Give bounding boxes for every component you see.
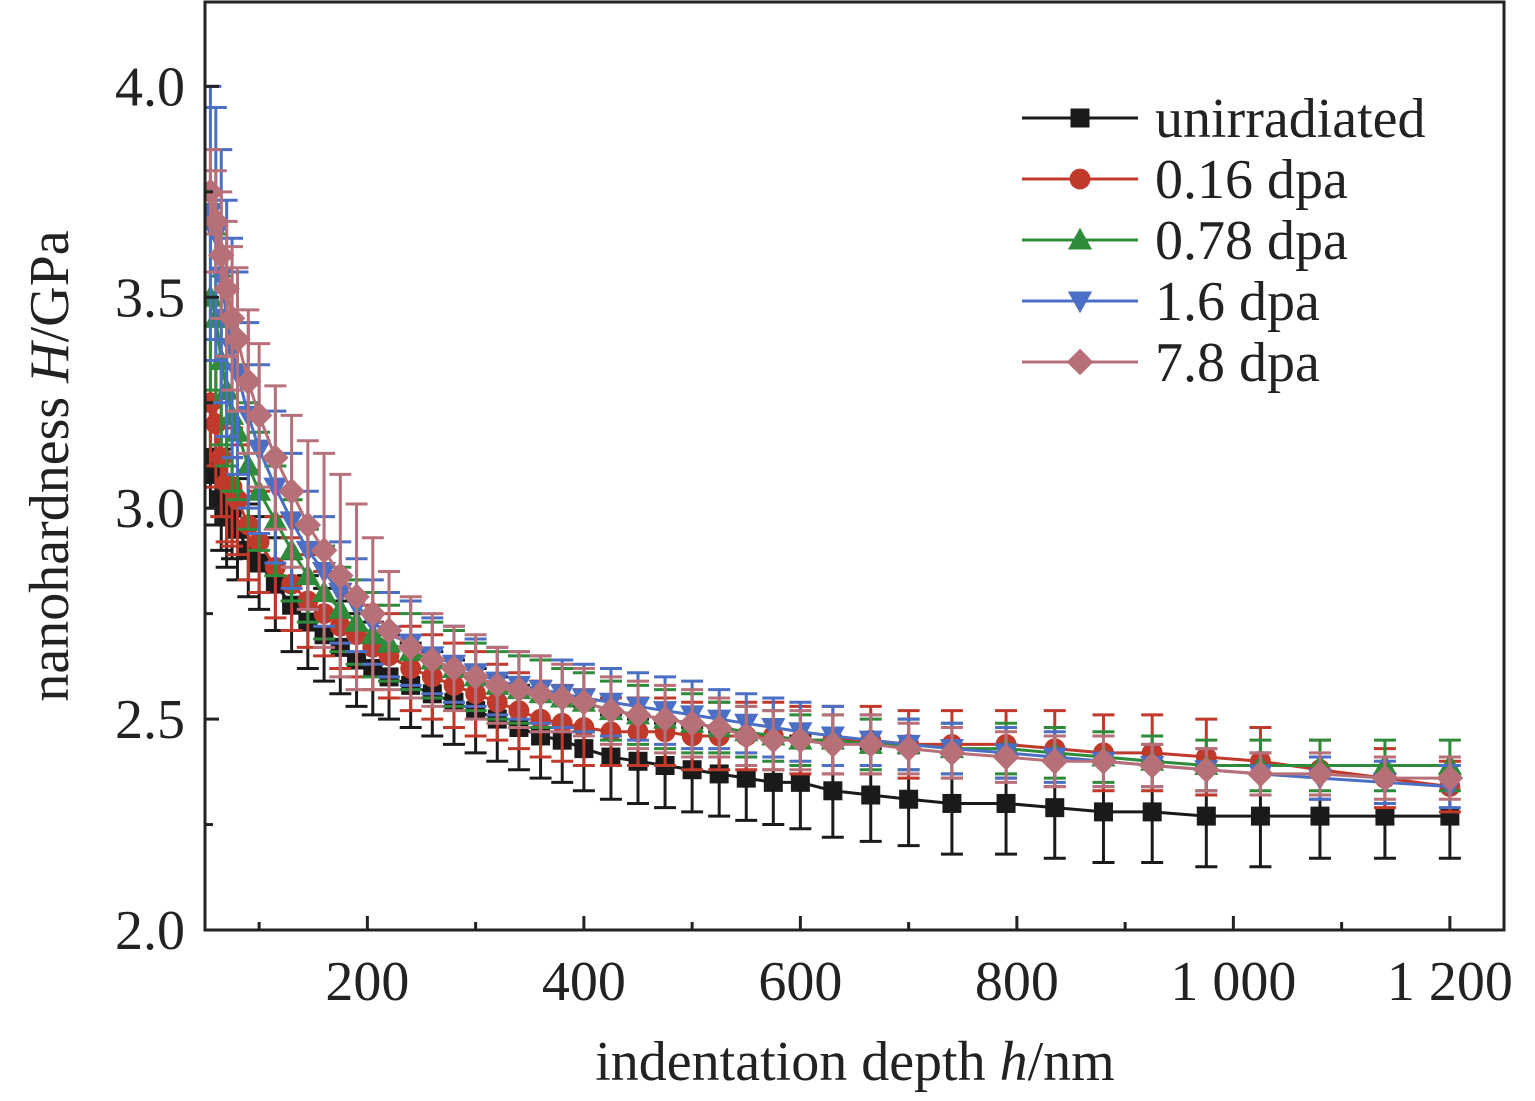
data-point — [1090, 747, 1117, 775]
data-point — [527, 680, 554, 708]
data-point — [1041, 747, 1069, 775]
legend-label: 7.8 dpa — [1155, 332, 1320, 394]
data-point — [790, 772, 810, 792]
data-point — [1436, 764, 1464, 792]
data-point — [1045, 798, 1065, 818]
legend-item: 7.8 dpa — [1022, 332, 1320, 394]
legend-item: 1.6 dpa — [1022, 271, 1320, 333]
y-axis: 2.0 2.5 3.0 3.5 4.0 — [115, 56, 219, 962]
legend-marker — [1067, 291, 1093, 314]
data-point — [505, 676, 533, 703]
data-point — [819, 731, 847, 758]
data-point — [483, 672, 511, 699]
data-point — [397, 634, 424, 661]
data-point — [234, 368, 262, 395]
data-point — [1196, 806, 1216, 826]
legend-marker — [1070, 108, 1090, 128]
data-point — [548, 684, 576, 712]
legend-item: 0.78 dpa — [1022, 210, 1348, 272]
y-axis-title: nanohardness H/GPa — [19, 230, 81, 701]
data-point — [262, 444, 289, 471]
y-tick-label: 4.0 — [115, 56, 185, 118]
data-point — [462, 663, 489, 691]
y-tick-label: 2.5 — [115, 689, 185, 751]
data-point — [736, 768, 756, 788]
x-tick-label: 400 — [542, 951, 626, 1013]
x-axis: 200 400 600 800 1 000 1 200 — [257, 916, 1513, 1013]
data-point — [1093, 802, 1113, 822]
x-axis-title: indentation depth h/nm — [595, 1031, 1114, 1093]
legend-marker — [1067, 227, 1093, 250]
y-tick-label: 2.0 — [115, 900, 185, 962]
data-point — [996, 793, 1016, 813]
series-layer — [205, 84, 1464, 869]
data-point — [597, 697, 625, 724]
data-point — [1375, 806, 1395, 826]
legend-marker — [1066, 348, 1094, 376]
data-point — [278, 478, 305, 505]
data-point — [705, 714, 733, 741]
data-point — [224, 326, 251, 353]
legend-label: 0.16 dpa — [1155, 149, 1348, 211]
x-tick-label: 1 000 — [1170, 951, 1296, 1013]
data-point — [375, 617, 403, 644]
data-point — [419, 646, 446, 674]
data-point — [938, 739, 966, 767]
markers — [205, 178, 1464, 792]
data-point — [763, 772, 783, 792]
legend-label: unirradiated — [1155, 88, 1426, 150]
series-7_8-dpa — [205, 148, 1464, 801]
data-point — [205, 178, 224, 206]
data-point — [1371, 764, 1399, 792]
data-point — [651, 705, 679, 733]
x-tick-label: 200 — [325, 951, 409, 1013]
data-point — [207, 241, 235, 269]
data-point — [823, 781, 843, 801]
legend-item: 0.16 dpa — [1022, 149, 1348, 211]
series-line — [208, 402, 1451, 789]
data-point — [895, 735, 922, 762]
x-tick-label: 800 — [975, 951, 1059, 1013]
data-point — [1142, 802, 1162, 822]
x-tick-label: 1 200 — [1387, 951, 1513, 1013]
plot-frame — [203, 0, 1506, 932]
data-point — [327, 562, 354, 589]
data-point — [678, 710, 706, 737]
data-point — [861, 785, 881, 805]
data-point — [787, 726, 814, 754]
legend-marker — [1069, 168, 1091, 190]
data-point — [942, 793, 962, 813]
data-point — [1193, 756, 1220, 784]
data-point — [440, 655, 468, 682]
data-point — [359, 600, 387, 627]
data-point — [1310, 806, 1330, 826]
data-point — [1247, 760, 1274, 788]
y-tick-label: 3.5 — [115, 267, 185, 329]
data-point — [310, 537, 338, 564]
data-point — [245, 402, 273, 429]
data-point — [624, 701, 652, 729]
data-point — [1250, 806, 1270, 826]
data-point — [343, 583, 370, 611]
data-point — [857, 731, 885, 758]
data-point — [992, 743, 1020, 771]
x-tick-label: 600 — [758, 951, 842, 1013]
data-point — [205, 208, 230, 235]
data-point — [213, 275, 240, 303]
legend-item: unirradiated — [1022, 88, 1426, 150]
data-point — [1306, 760, 1334, 788]
legend-label: 1.6 dpa — [1155, 271, 1320, 333]
data-point — [218, 305, 246, 332]
data-point — [570, 688, 598, 716]
data-point — [899, 789, 919, 809]
data-point — [760, 726, 787, 754]
data-point — [1138, 752, 1166, 779]
legend-label: 0.78 dpa — [1155, 210, 1348, 272]
y-tick-label: 3.0 — [115, 478, 185, 540]
data-point — [732, 722, 760, 750]
data-point — [294, 511, 322, 539]
